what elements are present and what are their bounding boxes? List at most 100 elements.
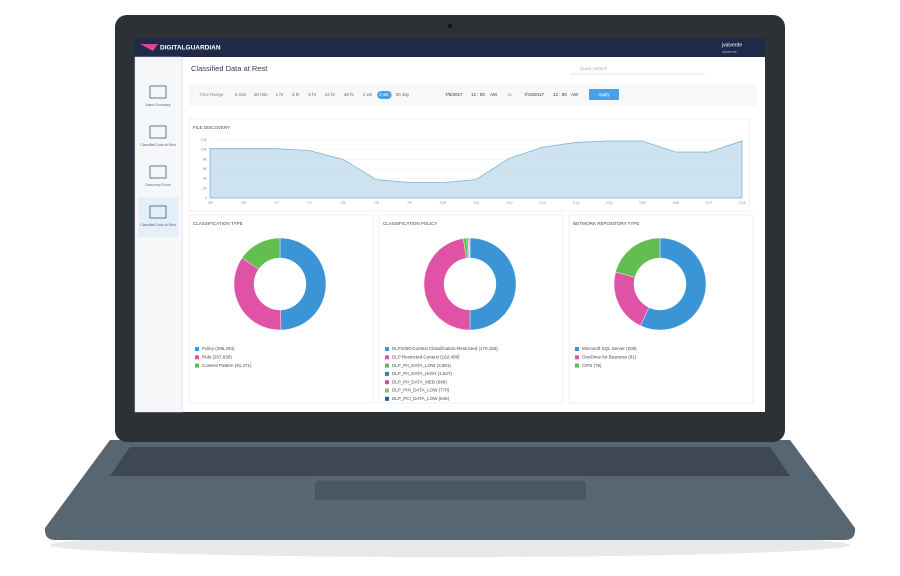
time-option[interactable]: 5 min: [235, 92, 247, 97]
from-time[interactable]: 12 : 00: [471, 92, 485, 97]
sidebar-icon[interactable]: [149, 205, 167, 219]
x-tick-label: 7/13: [572, 201, 579, 205]
x-tick-label: 7/17: [705, 201, 712, 205]
panel-title: FILE DISCOVERY: [193, 125, 230, 130]
legend-swatch: [575, 355, 579, 360]
from-date[interactable]: 7/5/2017: [445, 92, 463, 97]
logo: [140, 44, 158, 51]
apply-label[interactable]: Apply: [598, 92, 610, 97]
to-time[interactable]: 12 : 00: [553, 92, 567, 97]
sidebar-label[interactable]: Alarm Summary: [145, 103, 170, 107]
legend-swatch: [385, 380, 389, 385]
search[interactable]: Quick Search: [580, 66, 608, 71]
legend-label: DLP_PII_DATA_LOW (3,891): [392, 363, 451, 368]
to-label: to: [508, 92, 512, 97]
x-tick-label: 7/7: [274, 201, 279, 205]
x-tick-label: 7/13: [539, 201, 546, 205]
legend-label: OneDrive for Business (81): [582, 354, 637, 359]
time-option[interactable]: 3 hr: [292, 92, 300, 97]
legend-label: Content Pattern (91,471): [202, 363, 252, 368]
time-option[interactable]: 2 wk: [379, 92, 389, 97]
panel-title: CLASSIFICATION POLICY: [383, 221, 437, 226]
time-option[interactable]: 6 hr: [308, 92, 316, 97]
x-tick-label: 7/8: [341, 201, 346, 205]
legend-label: DLP_PII_DATA_HIGH (1,527): [392, 371, 452, 376]
x-tick-label: 7/7: [307, 201, 312, 205]
to-date[interactable]: 7/19/2017: [524, 92, 545, 97]
x-tick-label: 7/10: [439, 201, 446, 205]
y-tick-label: 8K: [203, 157, 208, 161]
sidebar-label[interactable]: Classified Data at Rest: [140, 223, 176, 227]
x-tick-label: 7/9: [374, 201, 379, 205]
sidebar-active: [138, 197, 178, 237]
donut-slice[interactable]: [615, 237, 661, 278]
trackpad: [313, 479, 588, 502]
legend-label: DLP_PHI_DATA_LOW (770): [392, 388, 450, 393]
from-ampm[interactable]: AM: [490, 92, 497, 97]
legend-swatch: [385, 363, 389, 368]
legend-swatch: [195, 347, 199, 351]
page-title: Classified Data at Rest: [191, 64, 268, 73]
legend-label: Microsoft SQL Server (208): [582, 346, 637, 351]
time-option[interactable]: 30 min: [254, 92, 268, 97]
sidebar-label[interactable]: Discovery Event: [145, 183, 170, 187]
brand: DIGITALGUARDIAN: [160, 45, 221, 52]
sidebar-icon[interactable]: [149, 125, 167, 139]
y-tick-label: 6K: [203, 167, 208, 171]
x-tick-label: 7/11: [473, 201, 480, 205]
x-tick-label: 7/12: [506, 201, 513, 205]
legend-label: Policy (295,294): [202, 346, 235, 351]
apply-button[interactable]: [589, 89, 619, 100]
y-tick-label: 10K: [201, 148, 208, 152]
legend-swatch: [385, 388, 389, 393]
legend-label: Rule (207,630): [202, 354, 232, 359]
sidebar-icon[interactable]: [149, 165, 167, 179]
header-bar: [135, 38, 765, 57]
legend-swatch: [385, 371, 389, 376]
donut-slice[interactable]: [469, 237, 471, 259]
x-tick-label: 7/14: [606, 201, 613, 205]
x-tick-label: 7/5: [208, 201, 213, 205]
donut-slice[interactable]: [241, 237, 281, 270]
y-tick-label: 12K: [201, 138, 208, 142]
time-option[interactable]: 30 day: [396, 92, 410, 97]
time-option[interactable]: 1 wk: [363, 92, 373, 97]
y-tick-label: 2K: [203, 186, 208, 190]
user-sub: systems: [722, 49, 737, 54]
panel-title: NETWORK REPOSITORY TYPE: [573, 221, 639, 226]
legend-swatch: [195, 355, 199, 360]
time-option[interactable]: 24 hr: [325, 92, 336, 97]
legend-swatch: [385, 396, 389, 401]
legend-swatch: [575, 363, 579, 368]
camera: [448, 24, 452, 28]
area: [209, 140, 743, 199]
y-tick-label: 4K: [203, 177, 208, 181]
legend-swatch: [195, 363, 199, 368]
x-tick-label: 7/9: [407, 201, 412, 205]
x-tick-label: 7/15: [639, 201, 646, 205]
x-tick-label: 7/16: [672, 201, 679, 205]
x-tick-label: 7/6: [241, 201, 246, 205]
sidebar-label[interactable]: Classified Data at Rest: [140, 143, 176, 147]
panel-title: CLASSIFICATION TYPE: [193, 221, 243, 226]
y-tick-label: 0: [205, 196, 207, 200]
legend-label: CIFS (76): [582, 363, 602, 368]
sidebar-icon[interactable]: [149, 85, 167, 99]
legend-label: DLP_PII_DATA_MED (996): [392, 379, 447, 384]
time-option[interactable]: 1 hr: [276, 92, 284, 97]
legend-swatch: [385, 347, 389, 351]
time-label: Time Range: [199, 92, 224, 97]
time-option[interactable]: 48 hr: [344, 92, 355, 97]
donut-slice[interactable]: [279, 237, 327, 331]
user-name[interactable]: jvalverde: [721, 42, 742, 48]
legend-swatch: [575, 347, 579, 351]
donut-slice[interactable]: [423, 238, 471, 331]
keyboard: [110, 447, 790, 476]
to-ampm[interactable]: AM: [571, 92, 578, 97]
time-option-selected[interactable]: [377, 91, 392, 99]
legend-label: DLP Restricted Context (162,409): [392, 354, 460, 359]
donut-slice[interactable]: [469, 237, 517, 331]
legend-label: DLP_PCI_DATA_LOW (646): [392, 396, 450, 401]
